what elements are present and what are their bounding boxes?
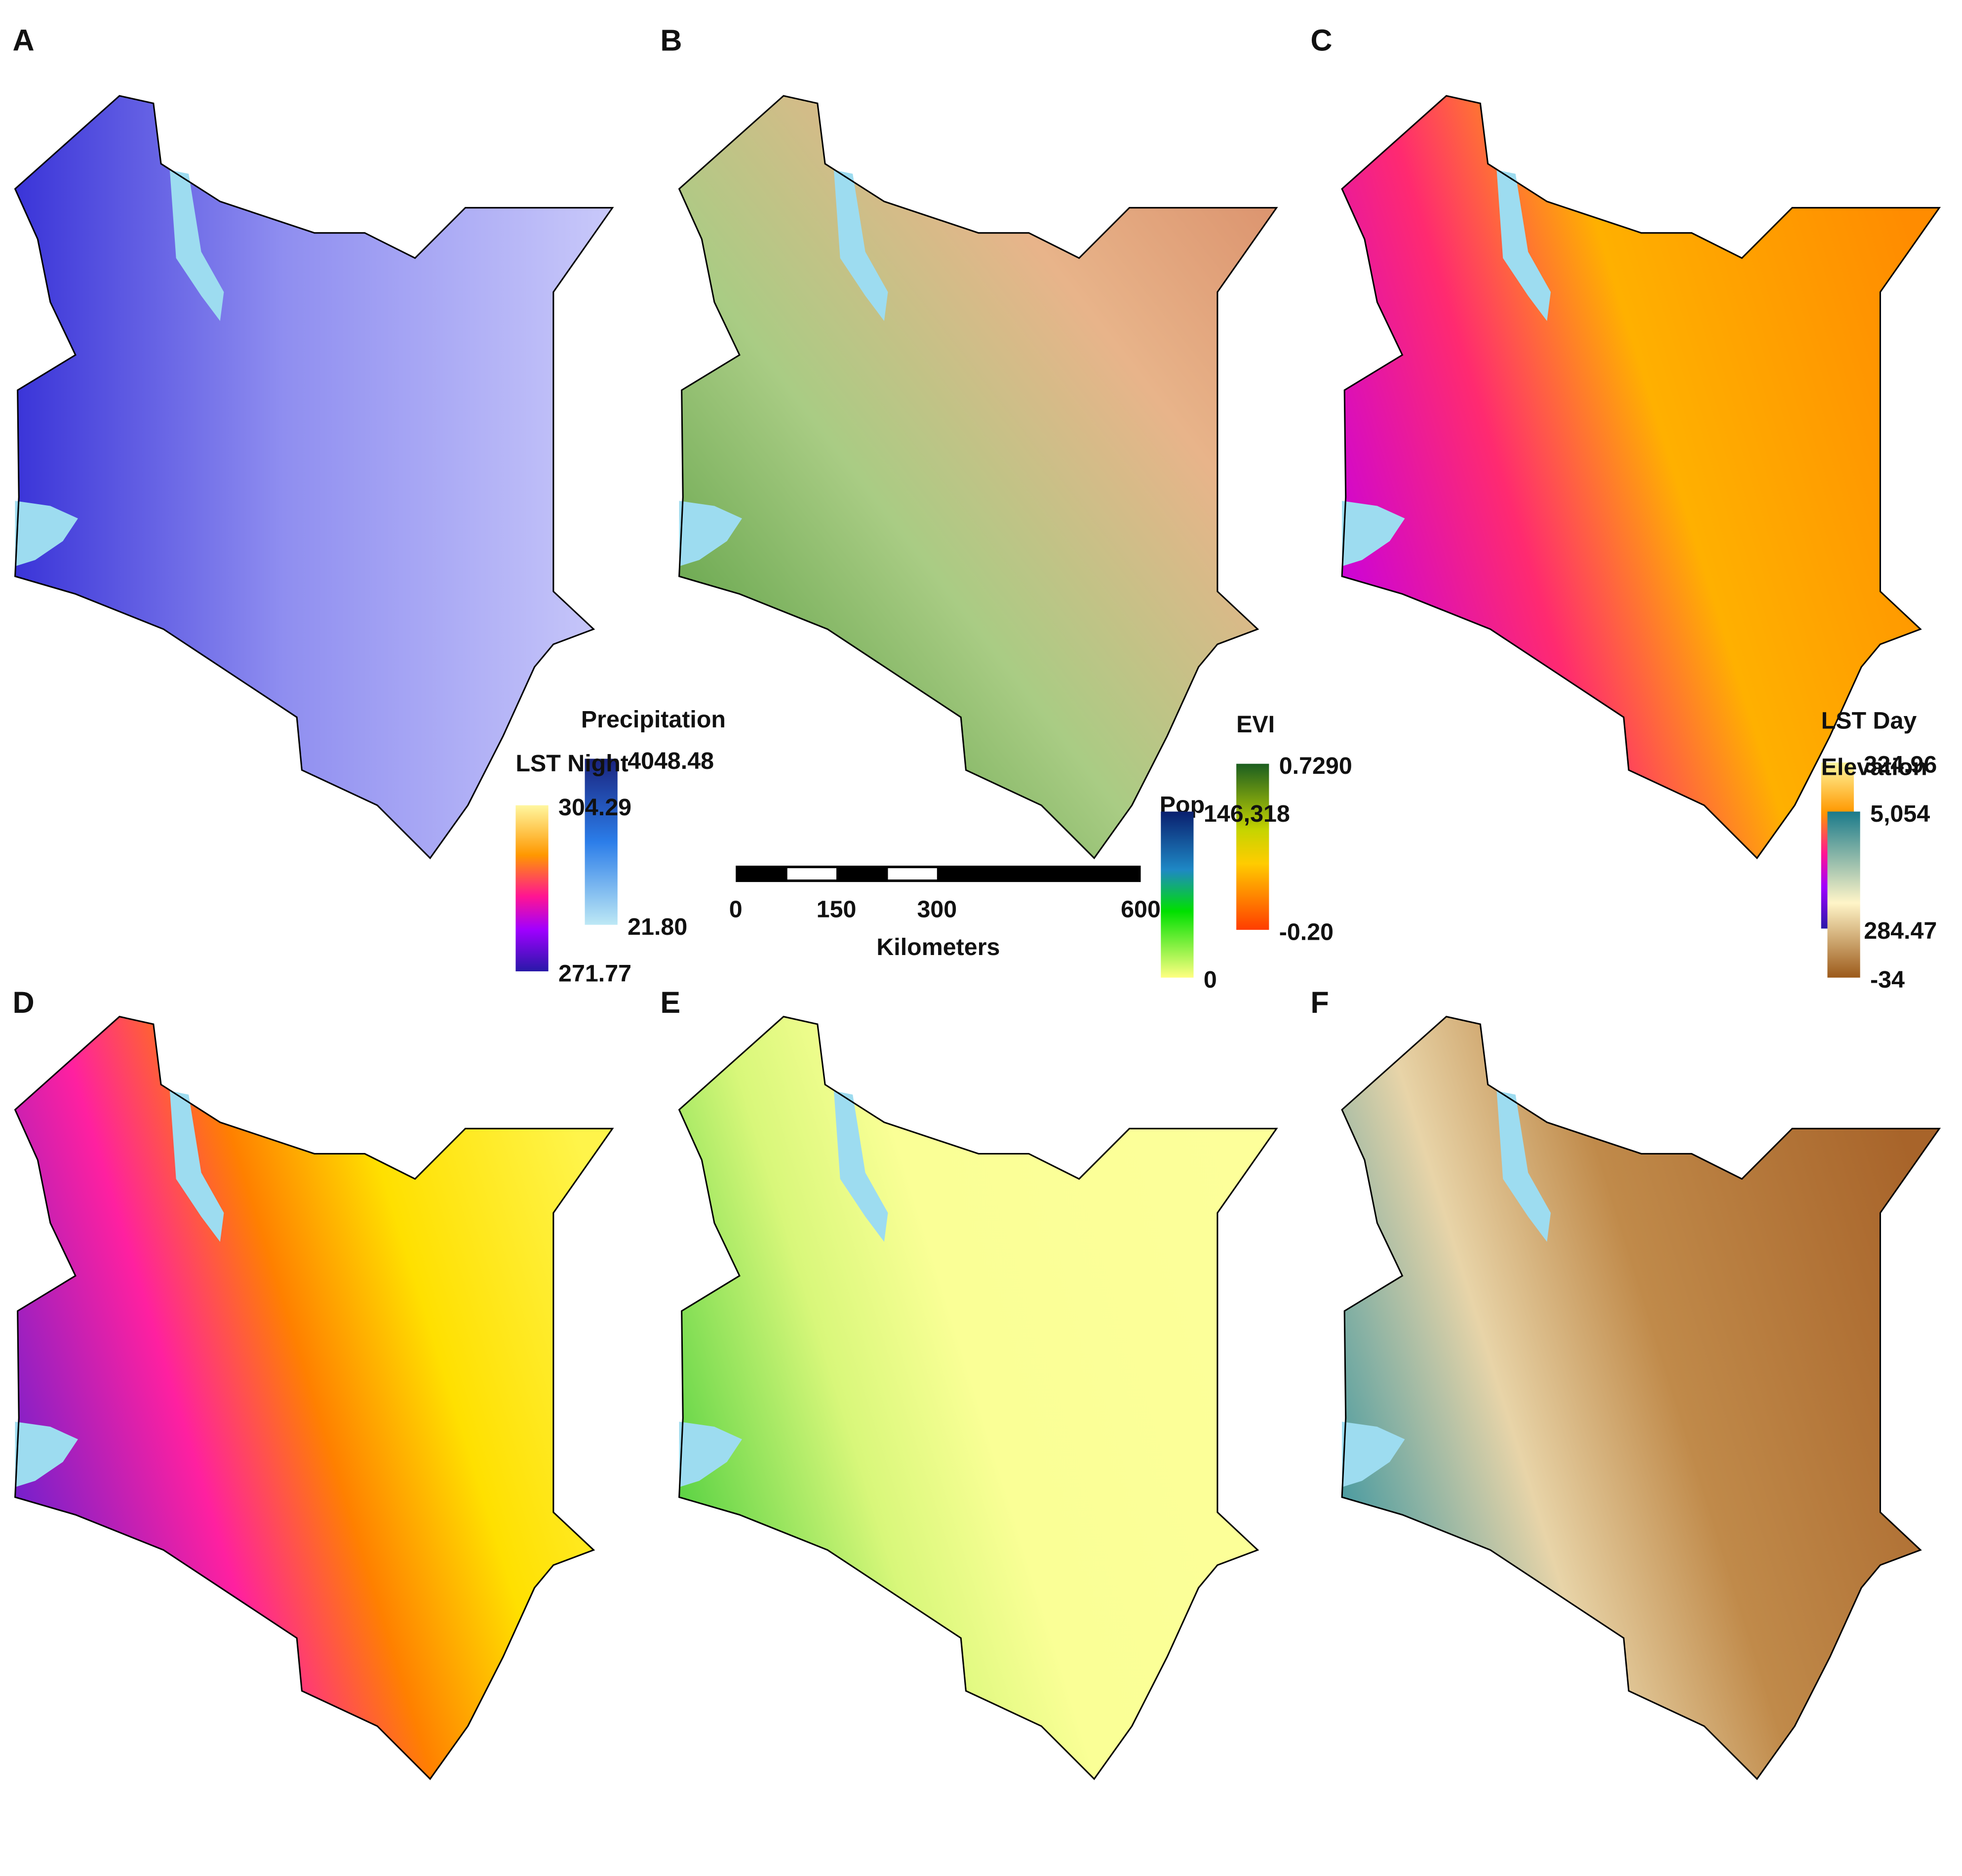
legend-max: 0.7290 bbox=[1279, 753, 1352, 779]
scale-bar-segment bbox=[787, 868, 837, 880]
legend-min: 0 bbox=[1204, 966, 1217, 993]
map-panel bbox=[1341, 95, 1940, 859]
legend-max: 4048.48 bbox=[628, 748, 714, 774]
scale-bar-label: 300 bbox=[917, 896, 957, 922]
map-panel bbox=[14, 95, 614, 859]
legend-colorbar bbox=[515, 805, 549, 972]
scale-bar-segment bbox=[888, 868, 937, 880]
scale-bar-label: 0 bbox=[729, 896, 743, 922]
legend-min: 284.47 bbox=[1864, 918, 1937, 944]
panel-label: D bbox=[12, 986, 34, 1019]
legend-colorbar bbox=[1827, 811, 1860, 978]
legend-colorbar bbox=[1161, 811, 1194, 978]
panel-label: B bbox=[660, 23, 682, 57]
country-map bbox=[15, 1016, 613, 1779]
map-panel bbox=[14, 1016, 614, 1780]
legend-max: 146,318 bbox=[1204, 800, 1290, 827]
legend-title: LST Day bbox=[1821, 707, 1917, 734]
legend-max: 304.29 bbox=[558, 794, 631, 821]
legend-title: LST Night bbox=[515, 750, 628, 777]
legend-min: -0.20 bbox=[1279, 918, 1334, 945]
country-map bbox=[1342, 95, 1940, 858]
country-map bbox=[679, 1016, 1277, 1779]
scale-bar-label: 150 bbox=[817, 896, 857, 922]
legend-title: Elevation bbox=[1821, 754, 1927, 781]
legend-title: EVI bbox=[1236, 711, 1275, 738]
legend-min: 271.77 bbox=[558, 960, 631, 987]
scale-bar-unit: Kilometers bbox=[876, 934, 1000, 960]
legend-colorbar bbox=[1236, 763, 1269, 930]
legend-min: -34 bbox=[1870, 966, 1905, 993]
legend-colorbar bbox=[585, 758, 618, 925]
map-panel bbox=[678, 1016, 1278, 1780]
legend-min: 21.80 bbox=[628, 914, 687, 940]
panel-label: E bbox=[660, 986, 680, 1019]
legend-max: 324.96 bbox=[1864, 752, 1937, 778]
panel-label: A bbox=[12, 23, 34, 57]
country-map bbox=[15, 95, 613, 858]
legend-max: 5,054 bbox=[1870, 800, 1930, 827]
scale-bar-label: 600 bbox=[1121, 896, 1161, 922]
country-map bbox=[679, 95, 1277, 858]
scale-bar bbox=[736, 866, 1141, 882]
country-map bbox=[1342, 1016, 1940, 1779]
panel-label: F bbox=[1310, 986, 1329, 1019]
panel-label: C bbox=[1310, 23, 1332, 57]
legend-title: Precipitation bbox=[581, 706, 726, 733]
map-panel bbox=[678, 95, 1278, 859]
map-panel bbox=[1341, 1016, 1940, 1780]
